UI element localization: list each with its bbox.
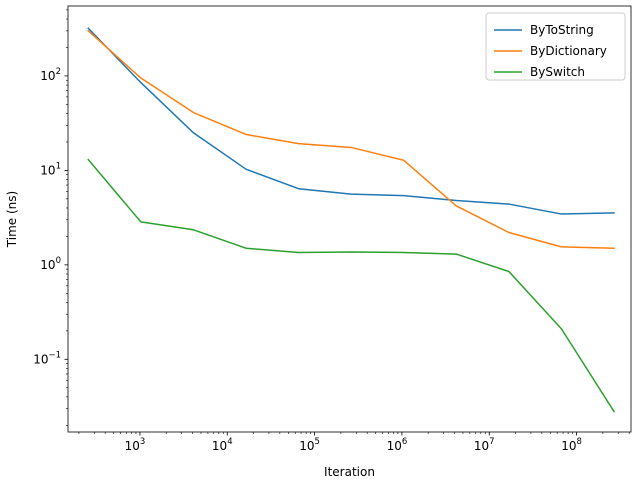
series-line-bydictionary <box>87 29 615 249</box>
plot-layer <box>87 27 616 413</box>
plot-frame <box>67 5 632 433</box>
series-line-byswitch <box>87 158 616 413</box>
legend-label-bydictionary: ByDictionary <box>530 44 607 58</box>
y-axis-label: Time (ns) <box>5 191 19 248</box>
y-tick-label: 100 <box>40 256 61 272</box>
x-axis: 103 104 105 106 107 108 <box>78 432 630 453</box>
x-axis-label: Iteration <box>324 465 375 479</box>
legend-label-byswitch: BySwitch <box>530 65 585 79</box>
y-axis: 10−1 100 101 102 <box>33 9 68 426</box>
x-tick-label: 107 <box>474 437 495 453</box>
x-tick-label: 105 <box>299 437 320 453</box>
legend-label-bytostring: ByToString <box>530 23 594 37</box>
x-tick-label: 106 <box>387 437 408 453</box>
y-tick-label: 10−1 <box>33 350 61 366</box>
x-tick-label: 103 <box>125 437 146 453</box>
y-tick-label: 101 <box>40 161 61 177</box>
x-tick-label: 104 <box>212 437 233 453</box>
x-tick-label: 108 <box>561 437 582 453</box>
series-line-bytostring <box>87 27 615 215</box>
y-tick-label: 102 <box>40 67 61 83</box>
legend: ByToString ByDictionary BySwitch <box>485 12 626 81</box>
